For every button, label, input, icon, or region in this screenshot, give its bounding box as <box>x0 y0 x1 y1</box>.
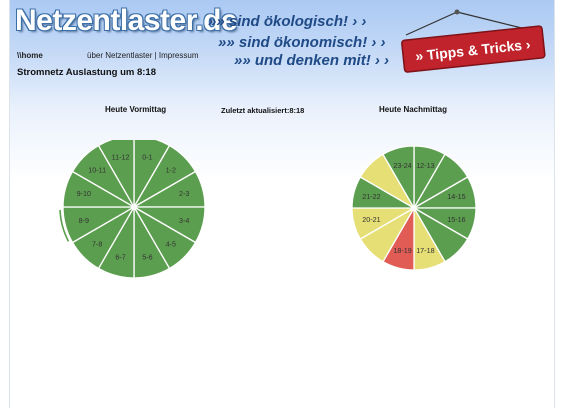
morning-label-11-12: 11-12 <box>112 152 130 161</box>
afternoon-label-21-22: 21-22 <box>362 192 380 201</box>
slogan-think-along: »» und denken mit! › › <box>234 52 390 69</box>
afternoon-label-14-15: 14-15 <box>447 192 465 201</box>
slogan-economical: »» sind ökonomisch! › › <box>218 34 386 51</box>
afternoon-chart-title: Heute Nachmittag <box>379 105 448 114</box>
afternoon-label-15-16: 15-16 <box>447 215 465 224</box>
site-logo[interactable]: Netzentlaster.de <box>15 4 238 37</box>
page-title: Stromnetz Auslastung um 8:18 <box>17 67 157 78</box>
sign-string-left <box>405 11 458 36</box>
sign-board <box>401 25 546 73</box>
afternoon-label-20-21: 20-21 <box>362 215 380 224</box>
nav-links: über Netzentlaster | Impressum <box>87 51 198 60</box>
morning-chart-title: Heute Vormittag <box>105 105 167 114</box>
afternoon-slice-23-24 <box>382 145 415 211</box>
tips-tricks-button[interactable]: » Tipps & Tricks › <box>400 6 548 76</box>
morning-label-6-7: 6-7 <box>115 253 125 262</box>
morning-label-5-6: 5-6 <box>142 253 152 262</box>
nav-impressum-link[interactable]: Impressum <box>158 51 199 60</box>
afternoon-label-17-18: 17-18 <box>416 246 434 255</box>
top-nav: \\home über Netzentlaster | Impressum <box>17 51 198 60</box>
afternoon-label-23-24: 23-24 <box>393 161 411 170</box>
morning-label-1-2: 1-2 <box>166 166 176 175</box>
nav-about-link[interactable]: über Netzentlaster <box>87 51 153 60</box>
morning-label-10-11: 10-11 <box>88 166 106 175</box>
afternoon-load-chart: 12-13 14-15 15-16 17-18 18-19 20-21 21-22 23-24 <box>351 145 477 271</box>
afternoon-label-18-19: 18-19 <box>393 246 411 255</box>
morning-label-8-9: 8-9 <box>79 216 89 225</box>
morning-current-hour-marker <box>59 209 70 242</box>
morning-label-4-5: 4-5 <box>166 239 176 248</box>
nav-home-link[interactable]: \\home <box>17 51 43 60</box>
morning-label-3-4: 3-4 <box>179 216 189 225</box>
afternoon-label-12-13: 12-13 <box>416 161 434 170</box>
morning-label-9-10: 9-10 <box>77 189 91 198</box>
morning-label-0-1: 0-1 <box>142 152 152 161</box>
sign-nail-icon <box>454 9 460 15</box>
last-updated: Zuletzt aktualisiert:8:18 <box>221 106 305 115</box>
left-frame <box>0 0 10 408</box>
morning-label-2-3: 2-3 <box>179 189 189 198</box>
right-frame <box>554 0 565 408</box>
nav-separator: | <box>154 51 157 60</box>
morning-slice-11-12 <box>97 140 135 210</box>
morning-load-chart: 0-1 1-2 2-3 3-4 4-5 5-6 6-7 7-8 8-9 9-10 10-11 11-1… <box>59 140 206 279</box>
slogan-ecological: »» sind ökologisch! › › <box>208 13 367 30</box>
morning-label-7-8: 7-8 <box>92 239 102 248</box>
